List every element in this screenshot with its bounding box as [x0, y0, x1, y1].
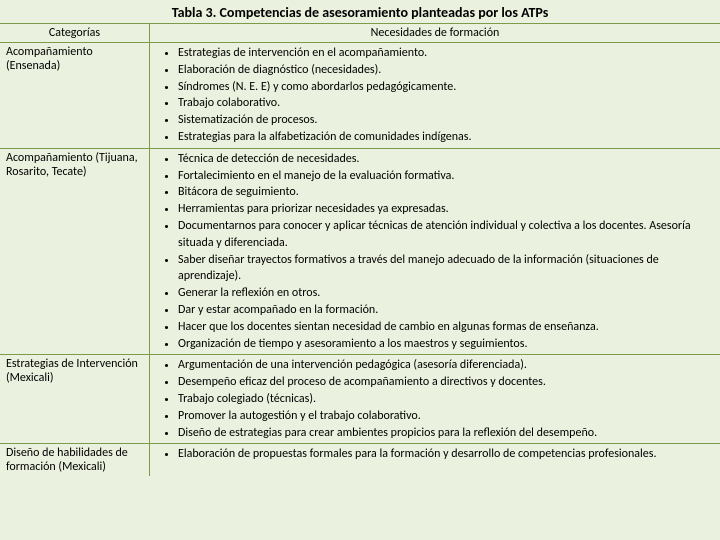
needs-cell: Elaboración de propuestas formales para …: [150, 444, 720, 476]
table-title: Tabla 3. Competencias de asesoramiento p…: [0, 0, 720, 24]
table-row: Acompañamiento (Tijuana, Rosarito, Tecat…: [0, 149, 720, 356]
table-container: { "title": "Tabla 3. Competencias de ase…: [0, 0, 720, 540]
table-header-row: Categorías Necesidades de formación: [0, 24, 720, 43]
list-item: Fortalecimiento en el manejo de la evalu…: [178, 168, 714, 185]
list-item: Estrategias de intervención en el acompa…: [178, 45, 714, 62]
header-categories: Categorías: [0, 24, 150, 42]
needs-list: Técnica de detección de necesidades.Fort…: [156, 151, 714, 353]
list-item: Herramientas para priorizar necesidades …: [178, 201, 714, 218]
needs-cell: Técnica de detección de necesidades.Fort…: [150, 149, 720, 355]
category-cell: Diseño de habilidades de formación (Mexi…: [0, 444, 150, 476]
list-item: Diseño de estrategias para crear ambient…: [178, 425, 714, 442]
list-item: Síndromes (N. E. E) y como abordarlos pe…: [178, 79, 714, 96]
list-item: Bitácora de seguimiento.: [178, 184, 714, 201]
list-item: Elaboración de propuestas formales para …: [178, 446, 714, 463]
list-item: Desempeño eficaz del proceso de acompaña…: [178, 374, 714, 391]
list-item: Trabajo colaborativo.: [178, 95, 714, 112]
needs-list: Elaboración de propuestas formales para …: [156, 446, 714, 463]
list-item: Promover la autogestión y el trabajo col…: [178, 408, 714, 425]
list-item: Organización de tiempo y asesoramiento a…: [178, 336, 714, 353]
table-row: Diseño de habilidades de formación (Mexi…: [0, 444, 720, 476]
category-cell: Acompañamiento (Ensenada): [0, 43, 150, 148]
needs-list: Argumentación de una intervención pedagó…: [156, 357, 714, 441]
list-item: Saber diseñar trayectos formativos a tra…: [178, 252, 714, 286]
table-body: Acompañamiento (Ensenada) Estrategias de …: [0, 43, 720, 476]
list-item: Hacer que los docentes sientan necesidad…: [178, 319, 714, 336]
list-item: Técnica de detección de necesidades.: [178, 151, 714, 168]
list-item: Documentarnos para conocer y aplicar téc…: [178, 218, 714, 252]
list-item: Generar la reflexión en otros.: [178, 285, 714, 302]
list-item: Dar y estar acompañado en la formación.: [178, 302, 714, 319]
category-cell: Estrategias de Intervención (Mexicali): [0, 355, 150, 443]
needs-cell: Argumentación de una intervención pedagó…: [150, 355, 720, 443]
list-item: Elaboración de diagnóstico (necesidades)…: [178, 62, 714, 79]
table-row: Estrategias de Intervención (Mexicali) Ar…: [0, 355, 720, 444]
header-needs: Necesidades de formación: [150, 24, 720, 42]
list-item: Estrategias para la alfabetización de co…: [178, 129, 714, 146]
needs-list: Estrategias de intervención en el acompa…: [156, 45, 714, 146]
needs-cell: Estrategias de intervención en el acompa…: [150, 43, 720, 148]
table-row: Acompañamiento (Ensenada) Estrategias de …: [0, 43, 720, 149]
list-item: Trabajo colegiado (técnicas).: [178, 391, 714, 408]
list-item: Argumentación de una intervención pedagó…: [178, 357, 714, 374]
category-cell: Acompañamiento (Tijuana, Rosarito, Tecat…: [0, 149, 150, 355]
list-item: Sistematización de procesos.: [178, 112, 714, 129]
